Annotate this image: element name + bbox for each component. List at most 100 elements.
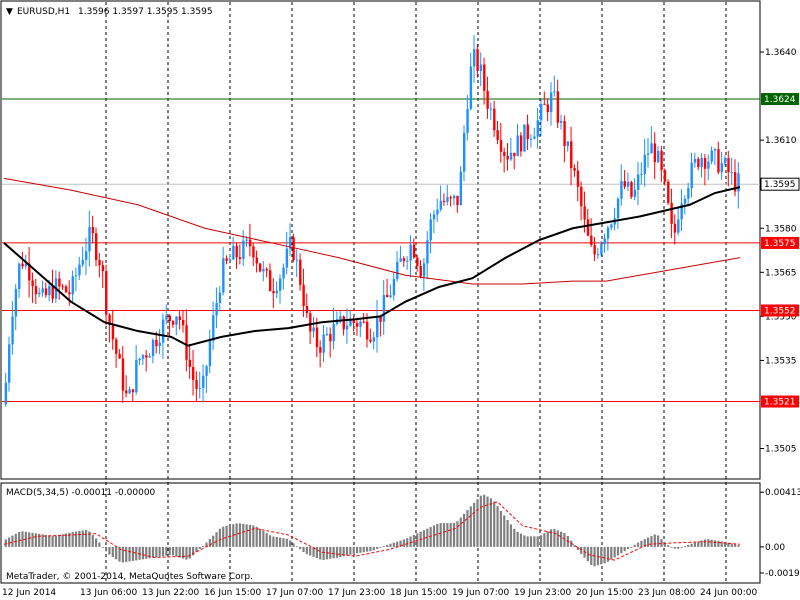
macd-bar [730, 543, 733, 547]
macd-bar [663, 542, 666, 547]
macd-bar [118, 546, 121, 562]
level-label-box [761, 304, 799, 317]
candle-bull [151, 339, 155, 357]
candle-bear [362, 321, 366, 323]
candle-bull [549, 92, 553, 113]
candle-bull [345, 325, 349, 330]
candle-bear [355, 323, 359, 327]
macd-bar [245, 524, 248, 547]
candle-bear [34, 286, 38, 295]
candle-bear [171, 321, 175, 325]
macd-bar [135, 546, 138, 561]
macd-y-tick-label: 0.00 [765, 543, 785, 553]
candle-bear [145, 355, 148, 358]
macd-bar [339, 546, 342, 558]
candle-bear [703, 157, 707, 169]
candle-bear [386, 294, 389, 298]
candle-bull [693, 158, 697, 163]
macd-bar [28, 532, 31, 547]
macd-bar [188, 546, 191, 559]
candle-bull [389, 295, 392, 298]
macd-bar [282, 538, 285, 547]
candle-bear [496, 130, 499, 140]
y-tick-label: 1.3610 [765, 136, 797, 146]
candle-bear [51, 286, 54, 299]
candle-bear [493, 108, 496, 131]
candle-bull [376, 316, 379, 338]
candle-bear [108, 314, 111, 326]
macd-bar [289, 540, 292, 547]
macd-bar [399, 540, 402, 547]
macd-bar [703, 539, 707, 547]
macd-bar [95, 538, 98, 547]
macd-bar [386, 544, 389, 547]
candle-bull [469, 66, 473, 109]
candle-bear [272, 291, 275, 294]
macd-bar [309, 546, 312, 556]
macd-bar [319, 546, 322, 560]
macd-bar [449, 523, 452, 547]
macd-bar [533, 536, 536, 547]
macd-bar [509, 524, 513, 547]
macd-bar [442, 523, 446, 547]
macd-bar [181, 546, 185, 559]
macd-bar [379, 546, 382, 548]
macd-pane[interactable] [0, 482, 761, 584]
macd-bar [272, 536, 275, 547]
price-levels[interactable] [2, 98, 760, 403]
macd-bar [539, 535, 543, 547]
candle-bull [275, 290, 279, 294]
macd-bar [115, 546, 118, 560]
macd-bar [161, 546, 165, 557]
macd-bar [606, 546, 610, 562]
slow-moving-average [3, 177, 741, 285]
macd-bar [640, 540, 643, 547]
x-tick-label: 19 Jun 07:00 [452, 588, 509, 598]
main-pane[interactable] [0, 0, 761, 480]
candle-bear [121, 358, 125, 391]
macd-bar [667, 545, 670, 547]
macd-bar [178, 546, 181, 558]
candle-bull [539, 103, 543, 121]
macd-bar [158, 546, 161, 557]
candle-bull [620, 181, 623, 199]
candle-bull [208, 341, 212, 367]
macd-bar [11, 535, 14, 547]
candle-bull [489, 108, 493, 110]
macd-bar [526, 536, 529, 547]
candlesticks [4, 35, 740, 407]
macd-bar [355, 546, 359, 554]
candle-bull [553, 91, 556, 93]
macd-bar [446, 523, 449, 547]
candle-bull [396, 261, 399, 280]
candle-bull [382, 294, 386, 322]
macd-bar [18, 531, 21, 547]
candle-bull [452, 195, 456, 199]
candle-bull [322, 334, 325, 353]
candle-bear [181, 319, 185, 326]
candle-bull [81, 259, 85, 265]
candle-bull [707, 161, 710, 169]
macd-bar [335, 546, 339, 558]
candle-bull [218, 292, 222, 303]
macd-bar [302, 546, 305, 553]
macd-bar [101, 546, 104, 548]
candle-bear [238, 257, 242, 260]
candle-bull [606, 227, 610, 239]
macd-bar [516, 531, 519, 547]
macd-bar [345, 546, 349, 556]
candle-bear [412, 244, 416, 258]
candle-bear [476, 49, 479, 71]
macd-bar [205, 542, 208, 547]
candle-bull [633, 189, 637, 197]
candle-bull [359, 321, 362, 327]
candle-bull [432, 214, 436, 220]
candle-bear [155, 339, 158, 347]
candle-bull [295, 259, 299, 261]
candle-bear [365, 321, 369, 340]
candle-bear [268, 270, 272, 292]
macd-bar [362, 546, 365, 553]
macd-bar [580, 546, 583, 555]
macd-bar [560, 531, 563, 547]
